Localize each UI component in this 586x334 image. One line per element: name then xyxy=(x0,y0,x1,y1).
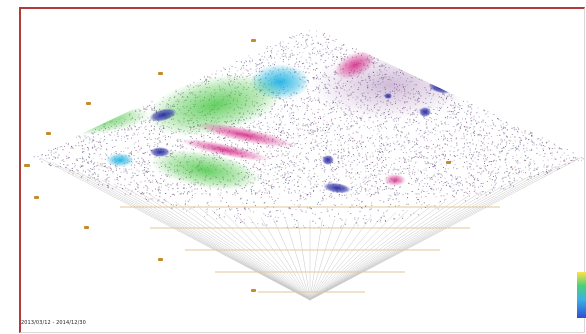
cluster-green-lower xyxy=(150,149,260,191)
colorbar xyxy=(577,272,586,318)
cluster-blue-a xyxy=(149,108,177,122)
cluster-cyan-small xyxy=(106,153,134,167)
cluster-blue-b xyxy=(150,147,170,157)
cluster-purple-haze xyxy=(310,50,470,120)
grid-label-ticks xyxy=(24,39,451,292)
density-clusters xyxy=(40,50,470,194)
cluster-green-upper xyxy=(146,73,284,137)
cluster-blue-g xyxy=(384,93,392,99)
cluster-magenta-lower xyxy=(180,138,270,162)
projection-grid-lower xyxy=(39,157,581,301)
cluster-magenta-right xyxy=(384,174,406,186)
cluster-magenta-top xyxy=(334,50,376,80)
cluster-blue-f xyxy=(322,155,334,165)
date-range-caption: 2013/03/12 - 2014/12/30 xyxy=(21,320,86,326)
cluster-blue-e xyxy=(323,182,351,194)
cluster-blue-d xyxy=(419,107,431,117)
cluster-magenta-mid xyxy=(196,122,294,148)
plot-frame xyxy=(19,7,585,333)
